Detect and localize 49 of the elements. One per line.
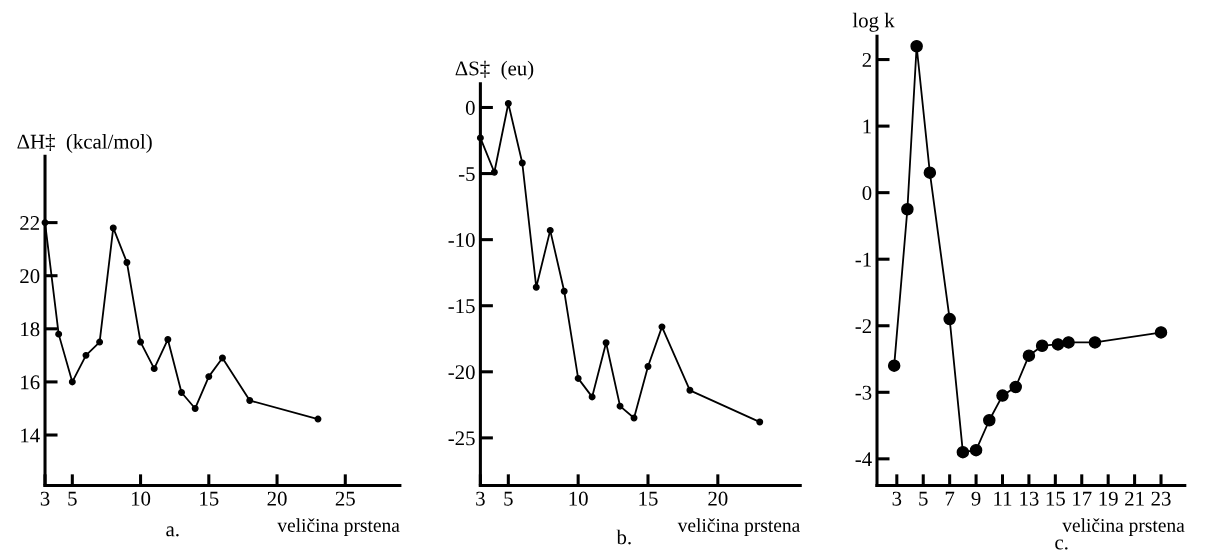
text: c.	[1055, 539, 1068, 550]
x-tick-label: 3	[892, 491, 902, 506]
x-axis-title: veličina prstena	[277, 518, 400, 536]
y-tick-label: 14	[21, 428, 40, 443]
y-axis-title: ΔH‡ (kcal/mol)	[17, 134, 152, 153]
x-tick-label: 5	[68, 491, 77, 506]
x-tick-label: 17	[1073, 491, 1092, 506]
x-tick-label: 13	[1020, 491, 1039, 506]
y-tick-label: 16	[21, 375, 40, 390]
y-tick-label: -3	[855, 385, 872, 400]
x-tick-label: 25	[335, 491, 355, 506]
y-tick-label: -2	[855, 319, 871, 333]
x-tick-label: 10	[131, 491, 151, 506]
x-tick-label: 15	[639, 491, 658, 506]
y-axis-title: log k	[852, 12, 895, 32]
y-tick-label: -25	[448, 431, 475, 446]
text: b.	[616, 529, 631, 545]
y-tick-label: 0	[465, 100, 475, 115]
x-tick-label: 23	[1151, 491, 1171, 506]
x-tick-label: 5	[919, 491, 928, 506]
y-tick-label: 22	[20, 216, 40, 230]
x-tick-label: 20	[708, 491, 728, 506]
y-tick-label: -10	[448, 233, 475, 248]
x-tick-label: 7	[945, 491, 955, 506]
x-tick-label: 5	[504, 491, 513, 506]
x-axis-title: veličina prstena	[677, 518, 800, 536]
y-tick-label: 20	[20, 269, 40, 284]
x-tick-label: 11	[994, 491, 1012, 506]
y-tick-label: 1	[863, 119, 871, 134]
x-tick-label: 3	[40, 491, 50, 506]
x-tick-label: 15	[200, 491, 219, 506]
x-tick-label: 3	[476, 491, 485, 506]
y-axis-title: ΔS‡ (eu)	[455, 60, 534, 80]
x-tick-label: 20	[267, 491, 287, 506]
y-tick-label: 2	[862, 52, 871, 67]
y-tick-label: -5	[458, 167, 475, 181]
y-tick-label: -1	[855, 252, 871, 267]
x-tick-label: 10	[569, 491, 588, 506]
y-tick-label: -20	[448, 365, 475, 380]
y-tick-label: 18	[21, 322, 40, 337]
y-tick-label: 0	[862, 186, 872, 201]
y-tick-label: -15	[448, 299, 475, 314]
x-tick-label: 9	[971, 491, 981, 506]
x-tick-label: 21	[1125, 491, 1144, 506]
x-tick-label: 15	[1046, 491, 1065, 506]
y-tick-label: -4	[855, 452, 872, 467]
x-axis-title: veličina prstena	[1062, 518, 1185, 536]
text: a.	[166, 526, 179, 537]
x-tick-label: 19	[1099, 491, 1118, 506]
